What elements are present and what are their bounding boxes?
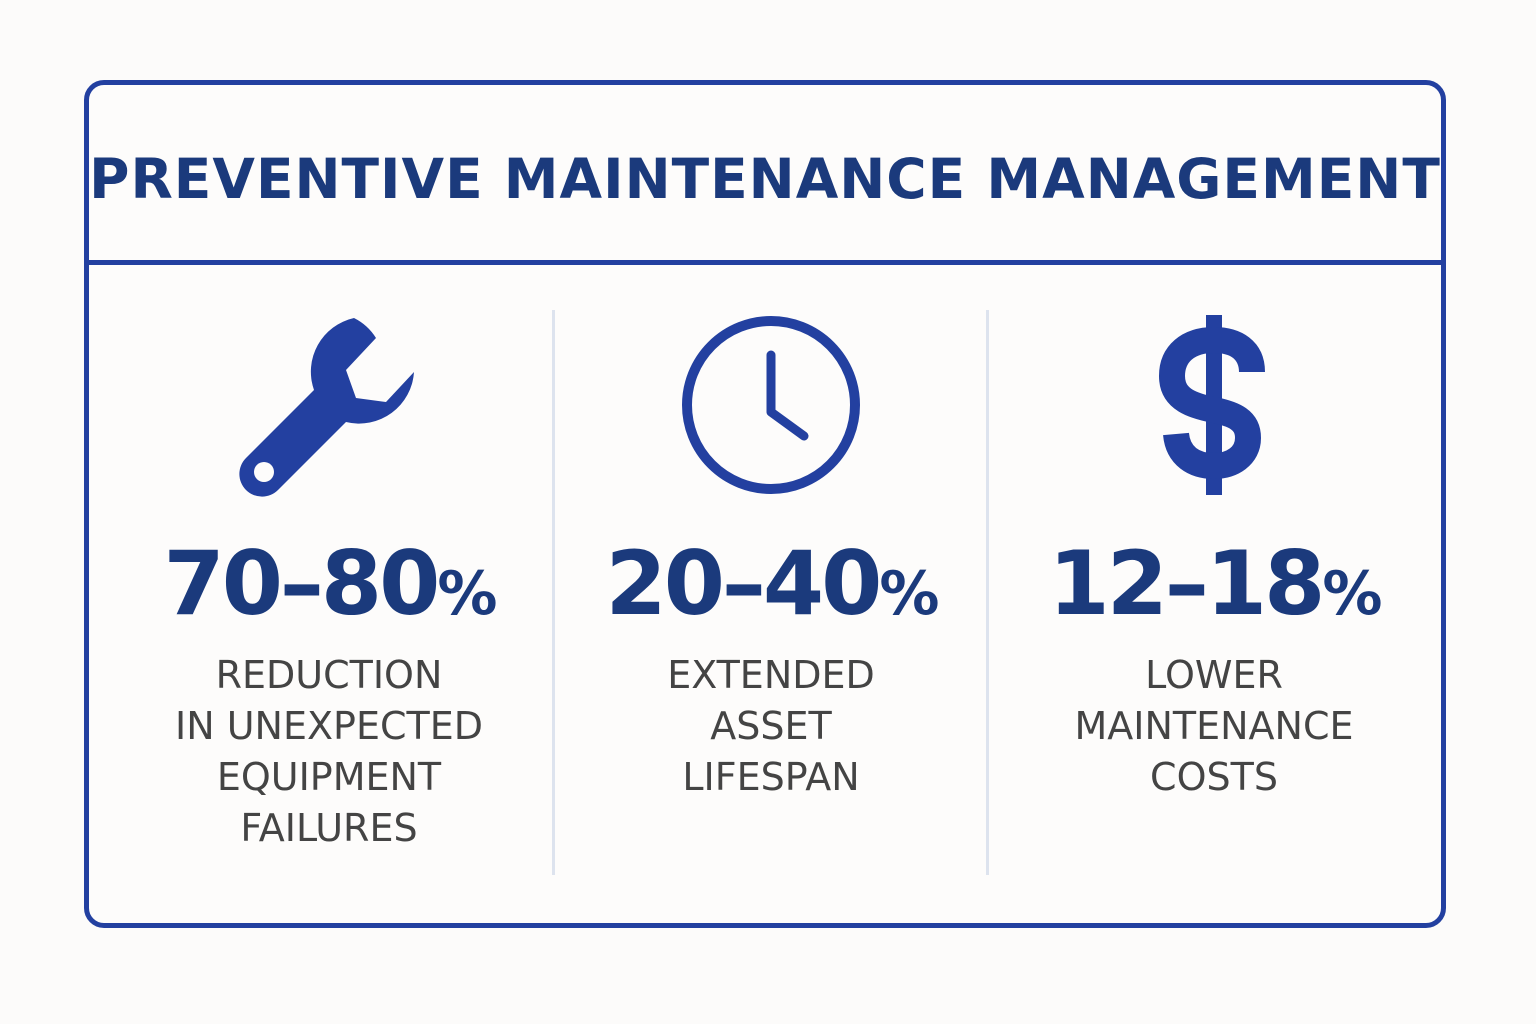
stat-failures: 70–80% REDUCTION IN UNEXPECTED EQUIPMENT… — [109, 310, 549, 854]
stat-label: REDUCTION IN UNEXPECTED EQUIPMENT FAILUR… — [175, 653, 483, 850]
column-divider — [552, 310, 555, 875]
stat-value: 12–18 — [1048, 532, 1325, 635]
header-divider — [89, 260, 1441, 265]
wrench-icon — [109, 310, 549, 500]
stat-label: LOWER MAINTENANCE COSTS — [1074, 653, 1354, 799]
dollar-icon — [994, 310, 1434, 500]
column-divider — [986, 310, 989, 875]
stat-value: 20–40 — [605, 532, 882, 635]
clock-icon — [551, 310, 991, 500]
page-title: PREVENTIVE MAINTENANCE MANAGEMENT — [89, 147, 1441, 211]
stat-value: 70–80 — [163, 532, 440, 635]
stat-costs: 12–18% LOWER MAINTENANCE COSTS — [994, 310, 1434, 803]
infographic-card: PREVENTIVE MAINTENANCE MANAGEMENT 70–80%… — [84, 80, 1446, 928]
stat-label: EXTENDED ASSET LIFESPAN — [667, 653, 875, 799]
stat-lifespan: 20–40% EXTENDED ASSET LIFESPAN — [551, 310, 991, 803]
